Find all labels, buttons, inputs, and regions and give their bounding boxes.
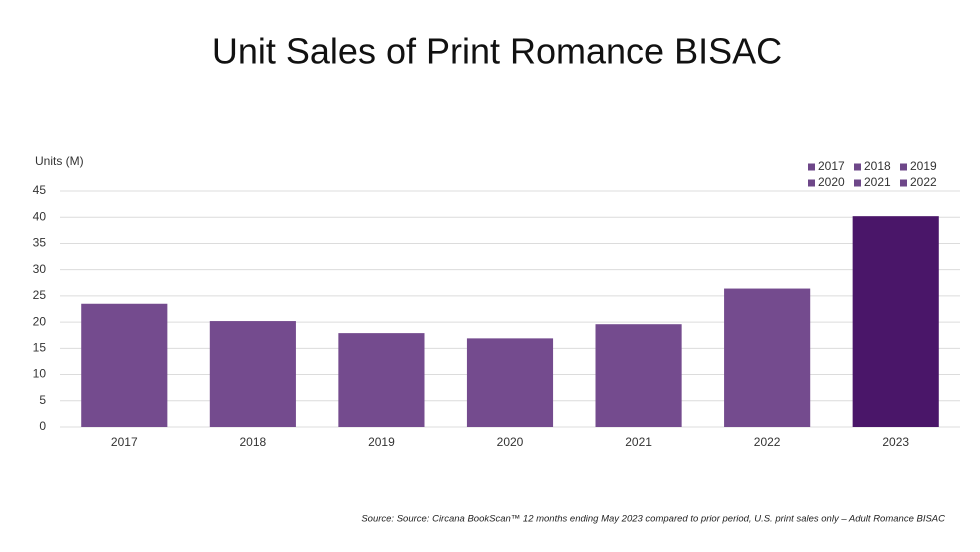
x-tick-label: 2021 [625, 435, 652, 449]
legend-label: 2020 [818, 175, 845, 189]
legend-swatch [808, 163, 815, 171]
legend-swatch [854, 179, 861, 187]
bar [852, 216, 939, 427]
y-tick-label: 10 [33, 367, 47, 381]
bar [81, 303, 168, 427]
bar [466, 338, 554, 427]
y-tick-label: 30 [33, 262, 47, 276]
y-tick-label: 40 [33, 209, 47, 223]
chart-title: Unit Sales of Print Romance BISAC [212, 31, 782, 72]
y-axis-label: Units (M) [35, 154, 84, 168]
y-tick-label: 45 [33, 183, 47, 197]
y-tick-label: 0 [39, 419, 46, 433]
legend-swatch [854, 163, 861, 171]
x-tick-label: 2023 [882, 435, 909, 449]
y-tick-label: 20 [33, 314, 47, 328]
y-tick-label: 25 [33, 288, 47, 302]
legend-label: 2017 [818, 159, 845, 173]
x-tick-label: 2020 [497, 435, 524, 449]
y-tick-label: 15 [33, 341, 47, 355]
legend-swatch [900, 163, 907, 171]
x-tick-label: 2019 [368, 435, 395, 449]
legend-label: 2018 [864, 159, 891, 173]
legend-label: 2022 [910, 175, 937, 189]
bar [338, 333, 425, 427]
y-tick-label: 35 [33, 236, 47, 250]
source-note: Source: Source: Circana BookScan™ 12 mon… [361, 514, 945, 525]
bar [595, 324, 682, 427]
x-tick-label: 2017 [111, 435, 138, 449]
legend-swatch [900, 179, 907, 187]
x-tick-label: 2022 [754, 435, 781, 449]
y-tick-label: 5 [39, 393, 46, 407]
legend-swatch [808, 179, 815, 187]
legend-label: 2021 [864, 175, 891, 189]
bar [724, 288, 811, 427]
x-tick-label: 2018 [240, 435, 267, 449]
legend-label: 2019 [910, 159, 937, 173]
bar [209, 321, 296, 427]
